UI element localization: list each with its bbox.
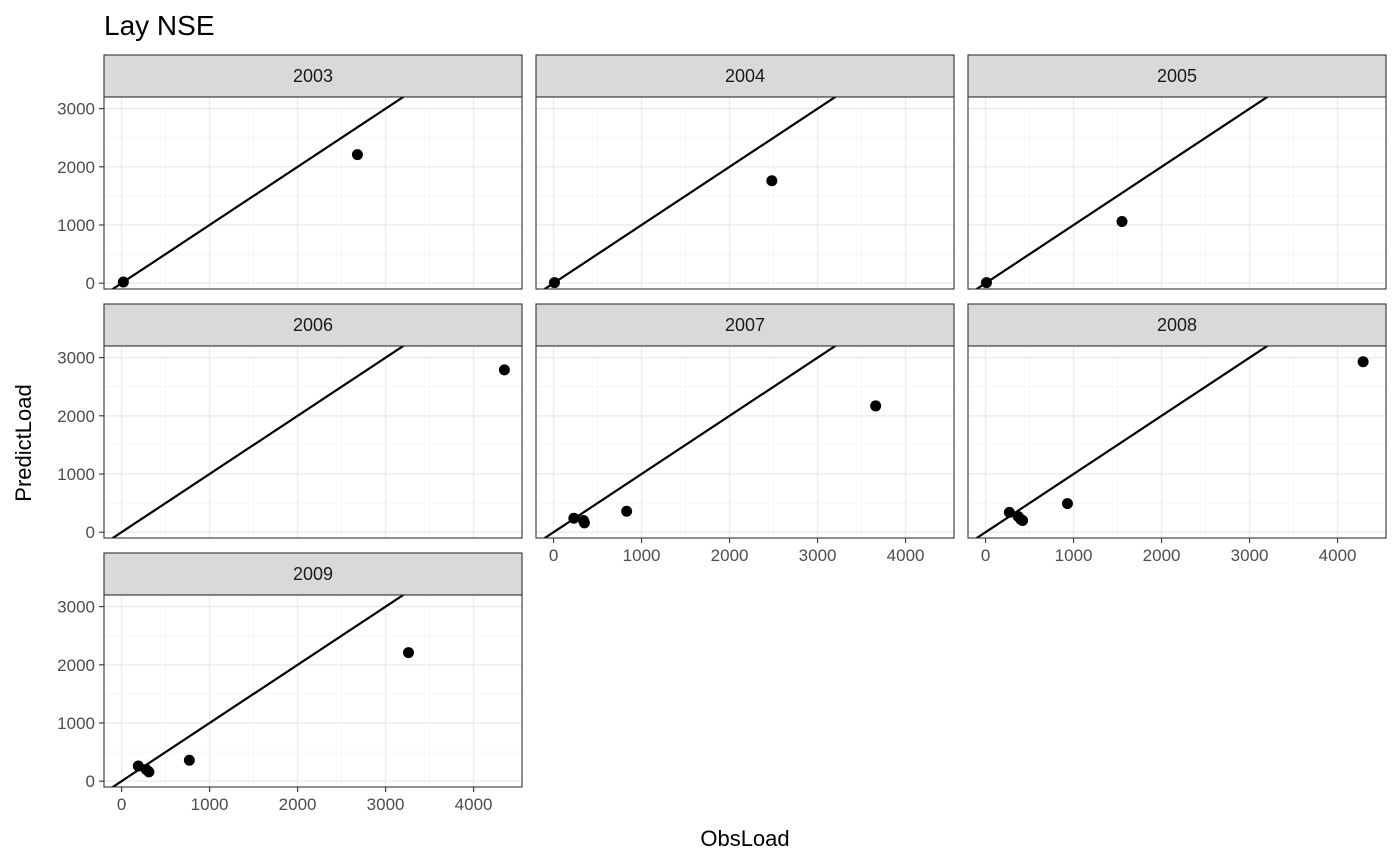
x-tick-label: 2000 [711, 546, 749, 565]
reference-line [110, 595, 406, 787]
panel-border [535, 345, 955, 539]
facet-strip [967, 303, 1387, 347]
data-point [1357, 356, 1369, 368]
panel-border [103, 96, 523, 290]
facet-strip-label: 2003 [293, 66, 333, 86]
facet-panels: 2003 0 1000 2000 3000 2004 2005 2006 0 1000 2000 30… [57, 54, 1387, 814]
data-point [1116, 216, 1128, 228]
panel-background [104, 97, 522, 289]
y-tick-label: 0 [86, 772, 95, 791]
panel-plot-area [968, 97, 1386, 289]
facet-strip [103, 54, 523, 98]
reference-line [542, 346, 838, 538]
x-tick-label: 1000 [623, 546, 661, 565]
facet-panel-2009: 2009 0 1000 2000 3000 0 1000 2000 3000 4000 [57, 552, 523, 814]
facet-strip [103, 552, 523, 596]
facet-panel-2005: 2005 [967, 54, 1387, 290]
panel-plot-area [968, 346, 1386, 538]
data-point [766, 175, 778, 187]
data-point [143, 766, 155, 778]
panel-background [104, 346, 522, 538]
facet-panel-2007: 2007 0 1000 2000 3000 4000 [535, 303, 955, 565]
x-tick-label: 4000 [1319, 546, 1357, 565]
x-tick-label: 3000 [367, 795, 405, 814]
x-tick-label: 3000 [799, 546, 837, 565]
panel-background [968, 346, 1386, 538]
x-tick-label: 2000 [279, 795, 317, 814]
reference-line [110, 97, 406, 289]
panel-background [536, 346, 954, 538]
data-point [1061, 498, 1073, 510]
facet-strip-label: 2009 [293, 564, 333, 584]
reference-line [974, 97, 1270, 289]
panel-plot-area [104, 346, 522, 538]
data-point [402, 647, 414, 659]
panel-border [103, 594, 523, 788]
y-tick-label: 2000 [57, 407, 95, 426]
panel-background [536, 97, 954, 289]
data-point [183, 754, 195, 766]
x-tick-label: 2000 [1143, 546, 1181, 565]
y-tick-label: 3000 [57, 598, 95, 617]
facet-strip-label: 2007 [725, 315, 765, 335]
y-tick-label: 3000 [57, 100, 95, 119]
x-tick-label: 3000 [1231, 546, 1269, 565]
panel-border [967, 96, 1387, 290]
facet-strip-label: 2005 [1157, 66, 1197, 86]
facet-strip-label: 2006 [293, 315, 333, 335]
y-tick-label: 1000 [57, 714, 95, 733]
panel-background [104, 595, 522, 787]
facet-strip [967, 54, 1387, 98]
x-tick-label: 1000 [1055, 546, 1093, 565]
panel-border [103, 345, 523, 539]
reference-line [110, 346, 406, 538]
data-point [1017, 515, 1029, 527]
y-axis-title: PredictLoad [11, 384, 36, 501]
facet-strip [535, 303, 955, 347]
x-tick-label: 4000 [455, 795, 493, 814]
panel-border [967, 345, 1387, 539]
y-tick-label: 2000 [57, 158, 95, 177]
y-tick-label: 1000 [57, 216, 95, 235]
x-tick-label: 1000 [191, 795, 229, 814]
data-point [351, 149, 363, 161]
y-tick-label: 0 [86, 523, 95, 542]
data-point [621, 505, 633, 517]
x-tick-label: 0 [981, 546, 990, 565]
y-tick-label: 0 [86, 274, 95, 293]
data-point [568, 512, 580, 524]
reference-line [542, 97, 838, 289]
panel-plot-area [104, 595, 522, 787]
y-tick-label: 2000 [57, 656, 95, 675]
data-point [498, 364, 510, 376]
data-point [1003, 506, 1015, 518]
y-tick-label: 1000 [57, 465, 95, 484]
facet-panel-2008: 2008 0 1000 2000 3000 4000 [967, 303, 1387, 565]
data-point [870, 400, 882, 412]
data-point [578, 517, 590, 529]
y-tick-label: 3000 [57, 349, 95, 368]
x-tick-label: 4000 [887, 546, 925, 565]
panel-border [535, 96, 955, 290]
data-point [117, 276, 129, 288]
facet-panel-2003: 2003 0 1000 2000 3000 [57, 54, 523, 293]
facet-strip-label: 2008 [1157, 315, 1197, 335]
data-point [980, 277, 992, 289]
x-tick-label: 0 [117, 795, 126, 814]
panel-plot-area [536, 97, 954, 289]
panel-background [968, 97, 1386, 289]
x-tick-label: 0 [549, 546, 558, 565]
panel-plot-area [536, 346, 954, 538]
chart-title: Lay NSE [104, 10, 215, 41]
panel-plot-area [104, 97, 522, 289]
facet-strip-label: 2004 [725, 66, 765, 86]
facet-strip [103, 303, 523, 347]
x-axis-title: ObsLoad [700, 826, 789, 851]
reference-line [974, 346, 1270, 538]
data-point [548, 277, 560, 289]
facet-panel-2004: 2004 [535, 54, 955, 290]
facet-strip [535, 54, 955, 98]
facet-panel-2006: 2006 0 1000 2000 3000 [57, 303, 523, 542]
